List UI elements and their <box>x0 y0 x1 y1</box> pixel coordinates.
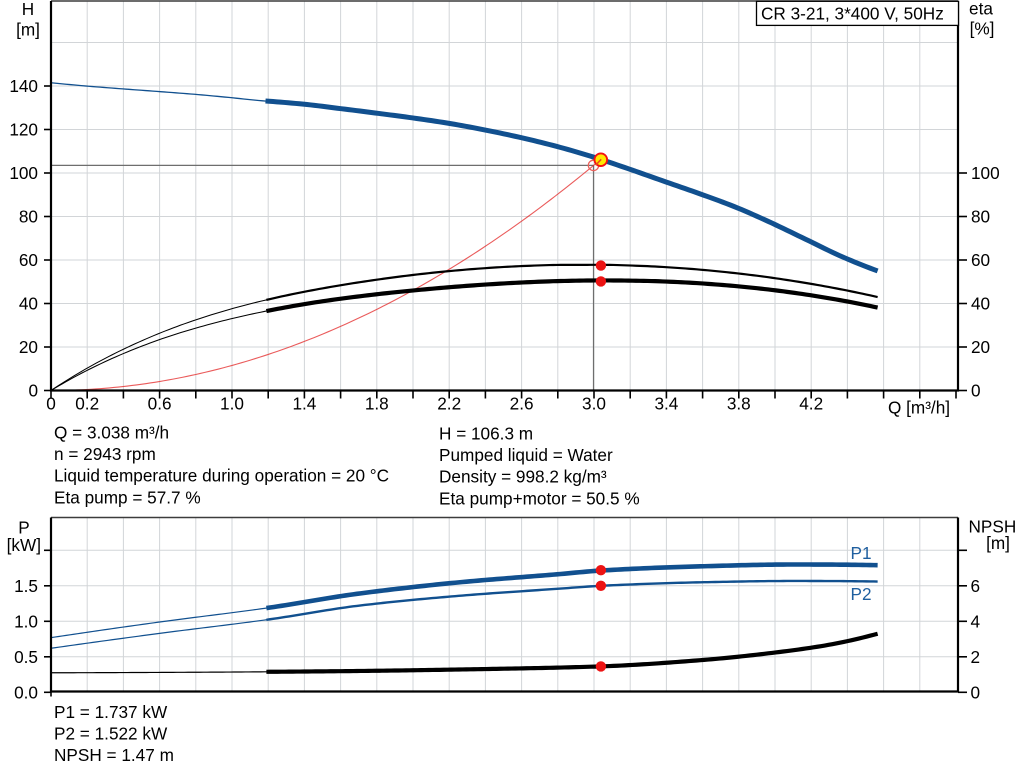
svg-text:2.6: 2.6 <box>510 394 534 414</box>
svg-text:3.4: 3.4 <box>654 394 678 414</box>
svg-text:Density = 998.2 kg/m³: Density = 998.2 kg/m³ <box>439 467 607 487</box>
svg-text:100: 100 <box>971 163 1000 183</box>
svg-text:1.0: 1.0 <box>220 394 244 414</box>
svg-text:Liquid temperature during oper: Liquid temperature during operation = 20… <box>54 466 389 486</box>
svg-text:[m]: [m] <box>16 19 40 39</box>
svg-text:0.2: 0.2 <box>75 394 99 414</box>
svg-text:Eta pump+motor = 50.5 %: Eta pump+motor = 50.5 % <box>439 488 640 508</box>
svg-text:NPSH: NPSH <box>969 517 1017 537</box>
svg-text:1.5: 1.5 <box>14 576 38 596</box>
svg-text:P: P <box>18 518 29 538</box>
svg-text:0.0: 0.0 <box>14 682 38 702</box>
svg-text:60: 60 <box>971 250 990 270</box>
svg-text:0.6: 0.6 <box>148 394 172 414</box>
svg-text:NPSH = 1.47 m: NPSH = 1.47 m <box>54 745 174 765</box>
svg-text:40: 40 <box>971 294 990 314</box>
svg-text:P2: P2 <box>850 584 871 604</box>
svg-text:0.5: 0.5 <box>14 647 38 667</box>
svg-text:3.8: 3.8 <box>727 394 751 414</box>
svg-text:[%]: [%] <box>970 19 995 39</box>
svg-text:Q [m³/h]: Q [m³/h] <box>888 398 950 418</box>
svg-text:80: 80 <box>19 207 38 227</box>
svg-text:4: 4 <box>971 611 981 631</box>
svg-text:H = 106.3 m: H = 106.3 m <box>439 423 533 443</box>
svg-text:H: H <box>22 0 34 19</box>
svg-text:0: 0 <box>46 394 56 414</box>
svg-text:2.2: 2.2 <box>437 394 461 414</box>
svg-text:CR 3-21, 3*400 V, 50Hz: CR 3-21, 3*400 V, 50Hz <box>761 4 944 24</box>
svg-text:P1: P1 <box>850 543 871 563</box>
svg-text:0: 0 <box>28 381 38 401</box>
svg-text:2: 2 <box>971 647 981 667</box>
svg-text:6: 6 <box>971 576 981 596</box>
svg-text:20: 20 <box>971 337 990 357</box>
svg-text:n = 2943 rpm: n = 2943 rpm <box>54 444 156 464</box>
svg-text:3.0: 3.0 <box>582 394 606 414</box>
svg-text:120: 120 <box>9 120 38 140</box>
svg-text:Pumped liquid = Water: Pumped liquid = Water <box>439 445 613 465</box>
svg-text:20: 20 <box>19 337 38 357</box>
svg-text:1.4: 1.4 <box>292 394 316 414</box>
svg-text:60: 60 <box>19 250 38 270</box>
svg-text:Eta pump = 57.7 %: Eta pump = 57.7 % <box>54 487 201 507</box>
svg-text:4.2: 4.2 <box>799 394 823 414</box>
svg-text:40: 40 <box>19 294 38 314</box>
svg-text:P2 = 1.522 kW: P2 = 1.522 kW <box>54 724 168 744</box>
svg-text:[kW]: [kW] <box>7 535 41 555</box>
svg-text:Q = 3.038 m³/h: Q = 3.038 m³/h <box>54 422 169 442</box>
svg-text:[m]: [m] <box>986 533 1010 553</box>
svg-text:eta: eta <box>969 0 993 19</box>
svg-text:80: 80 <box>971 207 990 227</box>
svg-text:100: 100 <box>9 163 38 183</box>
svg-text:0: 0 <box>971 682 981 702</box>
svg-text:1.8: 1.8 <box>365 394 389 414</box>
svg-text:140: 140 <box>9 76 38 96</box>
svg-text:1.0: 1.0 <box>14 611 38 631</box>
svg-text:0: 0 <box>971 381 981 401</box>
svg-text:P1 = 1.737 kW: P1 = 1.737 kW <box>54 702 168 722</box>
